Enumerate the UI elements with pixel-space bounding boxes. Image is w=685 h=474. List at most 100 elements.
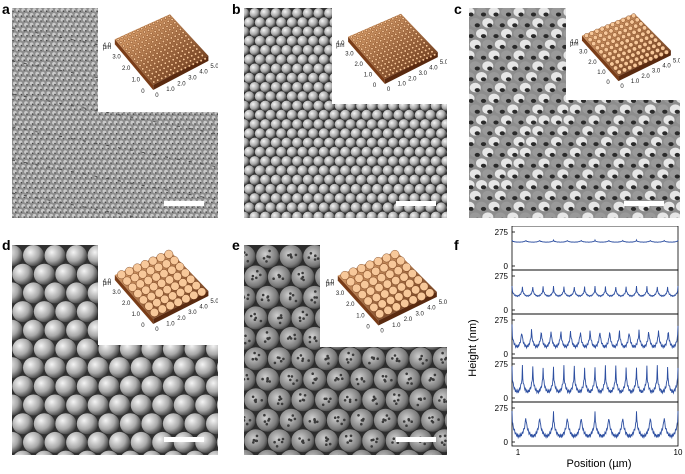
y-tick-label: 0: [504, 262, 509, 271]
inset-side-tick-label: 0: [141, 323, 145, 329]
y-tick-label: 275: [495, 228, 509, 237]
inset-tick-label: 5.0: [673, 58, 680, 64]
afm-inset-b: 0 1.0 2.0 3.0 4.0 5.0 0 1.0 2.0 3.0 4.0 µm: [332, 8, 447, 104]
inset-tick-label: 4.0: [199, 305, 208, 311]
inset-unit-label: µm: [570, 42, 578, 48]
profile-strip-frame: [511, 269, 679, 315]
inset-side-tick-label: 2.0: [122, 66, 131, 72]
y-axis-label: Height (nm): [467, 319, 479, 376]
inset-tick-label: 4.0: [662, 64, 671, 70]
y-tick-label: 275: [495, 360, 509, 369]
y-tick-label: 275: [495, 272, 509, 281]
inset-tick-label: 1.0: [392, 323, 401, 329]
inset-tick-label: 0: [155, 93, 159, 99]
inset-tick-label: 0: [380, 329, 384, 335]
inset-side-tick-label: 2.0: [122, 301, 131, 307]
inset-side-tick-label: 1.0: [132, 312, 141, 318]
inset-tick-label: 5.0: [210, 64, 218, 70]
inset-tick-label: 3.0: [188, 310, 197, 316]
inset-tick-label: 1.0: [631, 79, 640, 85]
inset-tick-label: 4.0: [199, 70, 208, 76]
inset-tick-label: 1.0: [166, 321, 175, 327]
afm-inset-e: 0 1.0 2.0 3.0 4.0 5.0 0 1.0 2.0 3.0 4.0 µm: [320, 245, 447, 347]
x-axis-label: Position (µm): [566, 458, 631, 470]
inset-unit-label: µm: [103, 45, 111, 51]
inset-side-tick-label: 2.0: [588, 60, 597, 66]
x-tick-label-max: 10: [674, 448, 683, 457]
profile-line-d: [511, 364, 679, 395]
profile-line-c: [511, 324, 679, 350]
y-tick-label: 0: [504, 306, 509, 315]
profile-strip-frame: [511, 226, 679, 271]
inset-tick-label: 1.0: [398, 82, 407, 88]
inset-tick-label: 4.0: [427, 306, 436, 312]
inset-side-tick-label: 1.0: [364, 73, 373, 79]
inset-tick-label: 3.0: [416, 311, 425, 317]
profile-strip-frame: [511, 313, 679, 359]
inset-tick-label: 0: [620, 84, 624, 90]
panel-label-d: d: [2, 237, 11, 253]
inset-side-tick-label: 0: [373, 83, 377, 89]
afm-inset-a: 0 1.0 2.0 3.0 4.0 5.0 0 1.0 2.0 3.0 4.0 µm: [98, 8, 218, 112]
profile-line-b: [511, 285, 679, 298]
inset-unit-label: µm: [326, 282, 334, 288]
inset-unit-label: µm: [103, 281, 111, 287]
y-tick-label: 275: [495, 316, 509, 325]
inset-side-tick-label: 1.0: [597, 70, 606, 76]
inset-tick-label: 3.0: [652, 69, 661, 75]
inset-tick-label: 5.0: [440, 60, 447, 66]
inset-side-tick-label: 1.0: [356, 313, 365, 319]
inset-side-tick-label: 0: [606, 80, 610, 86]
afm-inset-d: 0 1.0 2.0 3.0 4.0 5.0 0 1.0 2.0 3.0 4.0 µm: [98, 245, 218, 345]
inset-tick-label: 2.0: [177, 81, 186, 87]
y-tick-label: 0: [504, 438, 509, 447]
inset-tick-label: 5.0: [439, 300, 447, 306]
inset-side-tick-label: 3.0: [345, 51, 354, 57]
inset-tick-label: 4.0: [429, 66, 438, 72]
inset-tick-label: 1.0: [166, 87, 175, 93]
inset-tick-label: 2.0: [408, 76, 417, 82]
panel-label-e: e: [232, 237, 240, 253]
y-tick-label: 275: [495, 404, 509, 413]
scale-bar-e: [396, 437, 436, 442]
scale-bar-b: [396, 201, 436, 206]
y-tick-label: 0: [504, 350, 509, 359]
inset-side-tick-label: 4.0: [336, 41, 345, 47]
profile-line-a: [511, 238, 679, 243]
inset-side-tick-label: 3.0: [579, 50, 588, 56]
inset-side-tick-label: 3.0: [336, 291, 345, 297]
height-profile-chart: Height (nm) Position (µm) 1 10 027502750…: [467, 226, 683, 470]
inset-tick-label: 5.0: [210, 299, 218, 305]
inset-tick-label: 3.0: [188, 76, 197, 82]
inset-side-tick-label: 0: [366, 325, 370, 331]
x-tick-label-min: 1: [516, 448, 521, 457]
inset-tick-label: 2.0: [177, 316, 186, 322]
panel-label-c: c: [454, 1, 462, 17]
scale-bar-a: [164, 201, 204, 206]
panel-label-f: f: [454, 237, 459, 253]
profile-strip-frame: [511, 401, 679, 447]
inset-side-tick-label: 3.0: [112, 55, 121, 61]
inset-tick-label: 3.0: [419, 71, 428, 77]
profile-line-e: [511, 410, 679, 440]
panel-label-a: a: [2, 1, 10, 17]
inset-side-tick-label: 4.0: [326, 280, 335, 286]
inset-side-tick-label: 3.0: [112, 290, 121, 296]
inset-tick-label: 2.0: [641, 74, 650, 80]
inset-tick-label: 2.0: [404, 317, 413, 323]
inset-unit-label: µm: [336, 43, 344, 49]
inset-side-tick-label: 2.0: [346, 302, 355, 308]
inset-tick-label: 0: [387, 87, 391, 93]
scale-bar-c: [624, 201, 664, 206]
y-tick-label: 0: [504, 394, 509, 403]
afm-inset-c: 0 1.0 2.0 3.0 4.0 5.0 0 1.0 2.0 3.0 4.0 µm: [566, 8, 680, 100]
inset-side-tick-label: 4.0: [103, 43, 112, 49]
panel-label-b: b: [232, 1, 241, 17]
inset-side-tick-label: 4.0: [570, 40, 579, 46]
inset-side-tick-label: 2.0: [355, 62, 364, 68]
inset-side-tick-label: 0: [141, 89, 145, 95]
scale-bar-d: [164, 437, 204, 442]
inset-side-tick-label: 4.0: [103, 279, 112, 285]
inset-tick-label: 0: [155, 327, 159, 333]
inset-side-tick-label: 1.0: [132, 78, 141, 84]
